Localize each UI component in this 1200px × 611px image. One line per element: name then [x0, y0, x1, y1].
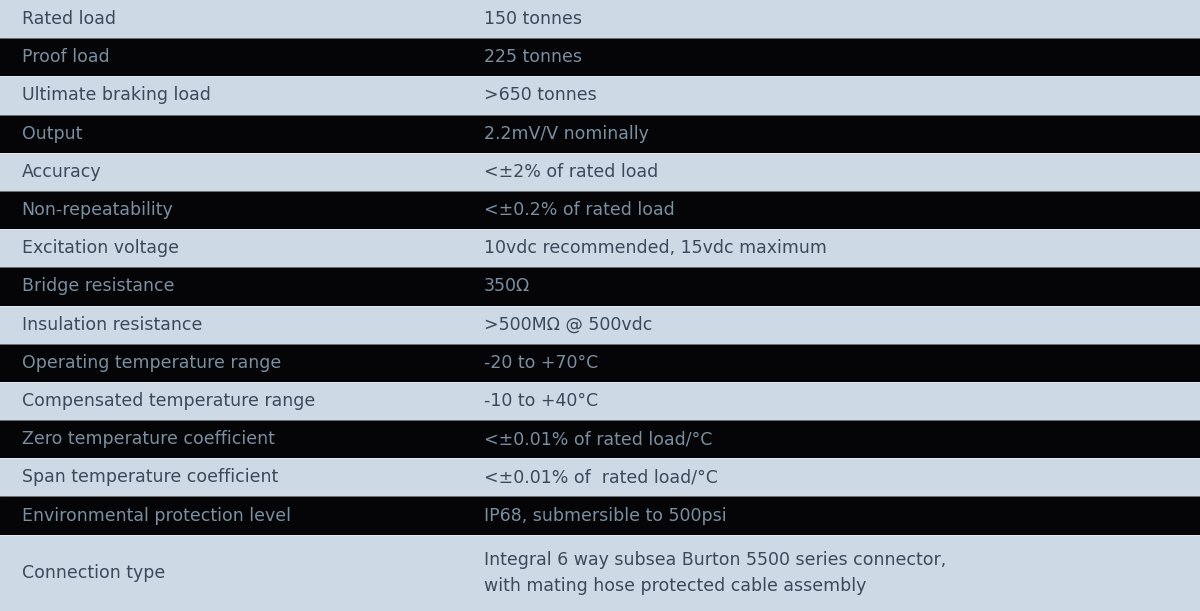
- Text: Accuracy: Accuracy: [22, 163, 101, 181]
- Text: Ultimate braking load: Ultimate braking load: [22, 87, 210, 104]
- Text: Connection type: Connection type: [22, 564, 164, 582]
- Text: Environmental protection level: Environmental protection level: [22, 507, 290, 524]
- Text: <±2% of rated load: <±2% of rated load: [484, 163, 658, 181]
- Bar: [0, 343, 1200, 382]
- Text: 10vdc recommended, 15vdc maximum: 10vdc recommended, 15vdc maximum: [484, 240, 827, 257]
- Text: -20 to +70°C: -20 to +70°C: [484, 354, 598, 371]
- Text: <±0.01% of rated load/°C: <±0.01% of rated load/°C: [484, 430, 712, 448]
- Bar: [0, 268, 1200, 306]
- Bar: [0, 496, 1200, 535]
- Text: Non-repeatability: Non-repeatability: [22, 201, 173, 219]
- Text: Span temperature coefficient: Span temperature coefficient: [22, 469, 278, 486]
- Text: 150 tonnes: 150 tonnes: [484, 10, 582, 28]
- Text: Output: Output: [22, 125, 82, 142]
- Bar: [0, 535, 1200, 611]
- Bar: [0, 38, 1200, 76]
- Text: Insulation resistance: Insulation resistance: [22, 316, 202, 334]
- Bar: [0, 0, 1200, 38]
- Bar: [0, 115, 1200, 153]
- Bar: [0, 229, 1200, 268]
- Bar: [0, 420, 1200, 458]
- Text: Compensated temperature range: Compensated temperature range: [22, 392, 314, 410]
- Text: 350Ω: 350Ω: [484, 277, 530, 295]
- Bar: [0, 306, 1200, 343]
- Text: >650 tonnes: >650 tonnes: [484, 87, 596, 104]
- Bar: [0, 458, 1200, 496]
- Text: Bridge resistance: Bridge resistance: [22, 277, 174, 295]
- Bar: [0, 191, 1200, 229]
- Text: 2.2mV/V nominally: 2.2mV/V nominally: [484, 125, 648, 142]
- Text: >500MΩ @ 500vdc: >500MΩ @ 500vdc: [484, 316, 652, 334]
- Text: Integral 6 way subsea Burton 5500 series connector,
with mating hose protected c: Integral 6 way subsea Burton 5500 series…: [484, 551, 946, 595]
- Text: Zero temperature coefficient: Zero temperature coefficient: [22, 430, 275, 448]
- Text: Operating temperature range: Operating temperature range: [22, 354, 281, 371]
- Text: Excitation voltage: Excitation voltage: [22, 240, 179, 257]
- Bar: [0, 153, 1200, 191]
- Text: <±0.2% of rated load: <±0.2% of rated load: [484, 201, 674, 219]
- Text: IP68, submersible to 500psi: IP68, submersible to 500psi: [484, 507, 726, 524]
- Text: 225 tonnes: 225 tonnes: [484, 48, 582, 66]
- Text: Proof load: Proof load: [22, 48, 109, 66]
- Bar: [0, 382, 1200, 420]
- Text: -10 to +40°C: -10 to +40°C: [484, 392, 598, 410]
- Bar: [0, 76, 1200, 115]
- Text: <±0.01% of  rated load/°C: <±0.01% of rated load/°C: [484, 469, 718, 486]
- Text: Rated load: Rated load: [22, 10, 115, 28]
